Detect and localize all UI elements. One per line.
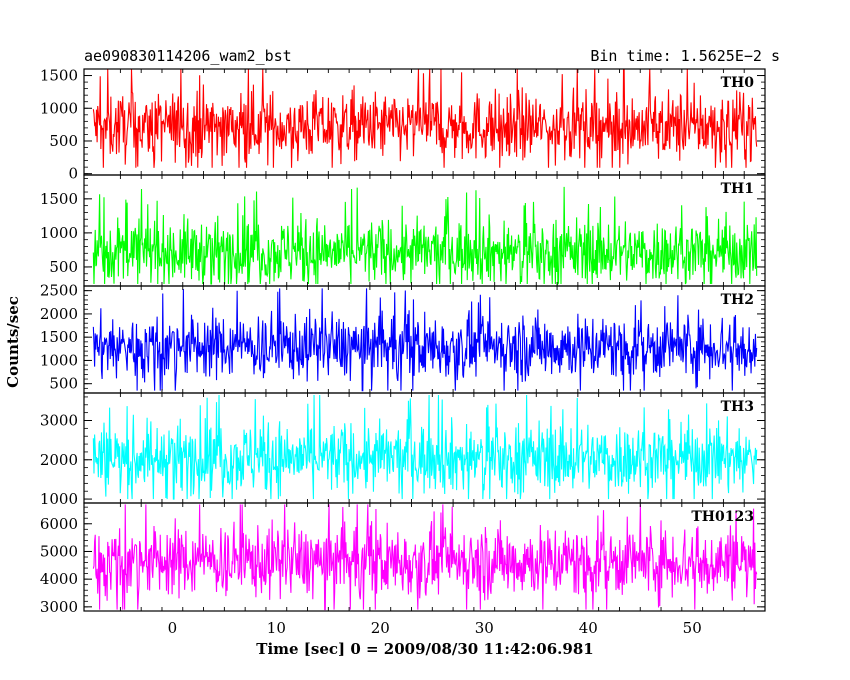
y-tick-label: 3000 xyxy=(40,412,78,430)
panel-label-th0: TH0 xyxy=(721,75,755,91)
y-tick-label: 3000 xyxy=(40,598,78,616)
x-axis-label: Time [sec] 0 = 2009/08/30 11:42:06.981 xyxy=(256,640,593,658)
y-tick-label: 500 xyxy=(49,375,78,393)
series-line-th3 xyxy=(92,394,758,500)
y-tick-label: 2000 xyxy=(40,305,78,323)
y-tick-label: 500 xyxy=(49,132,78,150)
y-tick-label: 1000 xyxy=(40,490,78,508)
series-line-th1 xyxy=(92,186,758,286)
x-tick-label: 10 xyxy=(267,619,286,637)
series-line-th0123 xyxy=(92,504,758,611)
panel-label-th0123: TH0123 xyxy=(691,509,754,525)
y-tick-label: 1000 xyxy=(40,351,78,369)
header-title: ae090830114206_wam2_bst xyxy=(84,47,292,65)
series-line-th2 xyxy=(92,288,758,392)
panel-label-th3: TH3 xyxy=(721,399,754,415)
y-tick-label: 500 xyxy=(49,258,78,276)
panel-label-th1: TH1 xyxy=(721,181,754,197)
x-tick-label: 30 xyxy=(475,619,494,637)
y-axis-label: Counts/sec xyxy=(4,296,22,388)
x-tick-label: 40 xyxy=(579,619,598,637)
x-tick-label: 50 xyxy=(683,619,702,637)
y-tick-label: 1500 xyxy=(40,328,78,346)
y-tick-label: 6000 xyxy=(40,515,78,533)
series-line-th0 xyxy=(92,69,758,168)
y-tick-label: 1500 xyxy=(40,190,78,208)
y-tick-label: 2000 xyxy=(40,451,78,469)
header-bin-time: Bin time: 1.5625E−2 s xyxy=(590,47,780,65)
panel-label-th2: TH2 xyxy=(721,292,754,308)
y-tick-label: 5000 xyxy=(40,542,78,560)
y-tick-label: 1000 xyxy=(40,99,78,117)
x-tick-label: 0 xyxy=(168,619,178,637)
y-tick-label: 2500 xyxy=(40,282,78,300)
x-tick-label: 20 xyxy=(371,619,390,637)
y-tick-label: 0 xyxy=(68,165,78,183)
y-tick-label: 1500 xyxy=(40,67,78,85)
y-tick-label: 4000 xyxy=(40,570,78,588)
y-tick-label: 1000 xyxy=(40,224,78,242)
